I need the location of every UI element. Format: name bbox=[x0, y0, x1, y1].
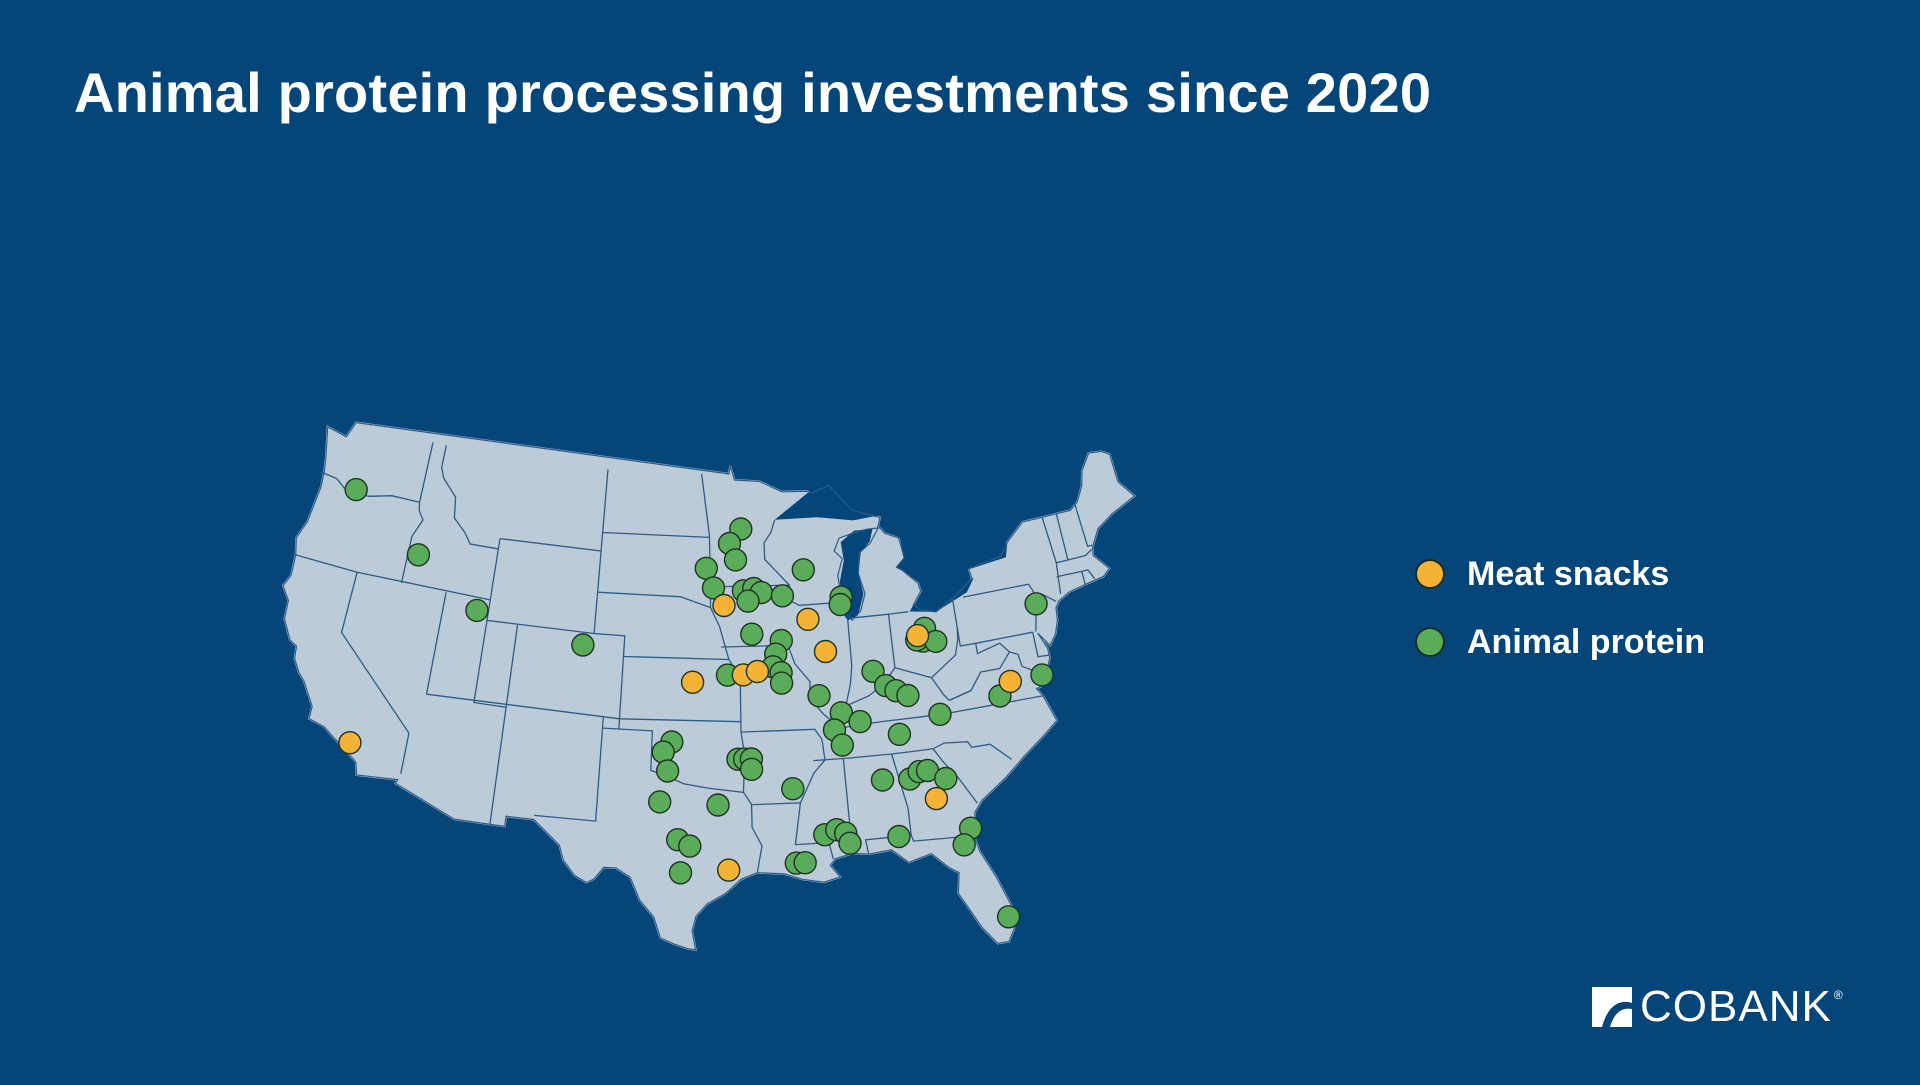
animal-protein-marker bbox=[679, 835, 701, 857]
meat-snacks-marker bbox=[999, 670, 1021, 692]
legend-item-animal-protein: Animal protein bbox=[1415, 608, 1705, 676]
meat-snacks-marker bbox=[815, 641, 837, 663]
legend-label-meat-snacks: Meat snacks bbox=[1467, 555, 1669, 594]
meat-snacks-marker bbox=[797, 608, 819, 630]
meat-snacks-marker bbox=[682, 671, 704, 693]
animal-protein-swatch bbox=[1415, 627, 1445, 657]
animal-protein-marker bbox=[829, 594, 851, 616]
animal-protein-marker bbox=[808, 685, 830, 707]
animal-protein-marker bbox=[741, 623, 763, 645]
animal-protein-marker bbox=[792, 559, 814, 581]
animal-protein-marker bbox=[670, 862, 692, 884]
animal-protein-marker bbox=[466, 599, 488, 621]
animal-protein-marker bbox=[657, 760, 679, 782]
animal-protein-marker bbox=[707, 794, 729, 816]
meat-snacks-swatch bbox=[1415, 559, 1445, 589]
legend-label-animal-protein: Animal protein bbox=[1467, 623, 1705, 662]
meat-snacks-marker bbox=[713, 595, 735, 617]
animal-protein-marker bbox=[782, 778, 804, 800]
cobank-logo-mark bbox=[1590, 985, 1634, 1029]
animal-protein-marker bbox=[725, 549, 747, 571]
legend-item-meat-snacks: Meat snacks bbox=[1415, 540, 1705, 608]
animal-protein-marker bbox=[741, 758, 763, 780]
meat-snacks-marker bbox=[718, 859, 740, 881]
animal-protein-marker bbox=[897, 685, 919, 707]
animal-protein-marker bbox=[953, 834, 975, 856]
meat-snacks-marker bbox=[746, 661, 768, 683]
animal-protein-marker bbox=[831, 734, 853, 756]
animal-protein-marker bbox=[872, 769, 894, 791]
map-legend: Meat snacks Animal protein bbox=[1415, 540, 1705, 676]
meat-snacks-marker bbox=[907, 625, 929, 647]
animal-protein-marker bbox=[407, 544, 429, 566]
animal-protein-marker bbox=[849, 711, 871, 733]
animal-protein-marker bbox=[737, 590, 759, 612]
animal-protein-marker bbox=[839, 832, 861, 854]
meat-snacks-marker bbox=[339, 732, 361, 754]
animal-protein-marker bbox=[935, 768, 957, 790]
animal-protein-marker bbox=[998, 906, 1020, 928]
animal-protein-marker bbox=[794, 852, 816, 874]
animal-protein-marker bbox=[345, 479, 367, 501]
animal-protein-marker bbox=[771, 672, 793, 694]
cobank-logo-text: COBANK bbox=[1640, 982, 1832, 1032]
animal-protein-marker bbox=[572, 634, 594, 656]
animal-protein-marker bbox=[888, 826, 910, 848]
animal-protein-marker bbox=[1025, 593, 1047, 615]
cobank-logo: COBANK ® bbox=[1590, 982, 1843, 1032]
animal-protein-marker bbox=[888, 723, 910, 745]
state-border-line bbox=[619, 719, 620, 729]
animal-protein-marker bbox=[1031, 664, 1053, 686]
animal-protein-marker bbox=[929, 703, 951, 725]
registered-mark: ® bbox=[1834, 988, 1843, 1002]
animal-protein-marker bbox=[771, 585, 793, 607]
animal-protein-marker bbox=[649, 791, 671, 813]
animal-protein-marker bbox=[695, 557, 717, 579]
meat-snacks-marker bbox=[925, 788, 947, 810]
